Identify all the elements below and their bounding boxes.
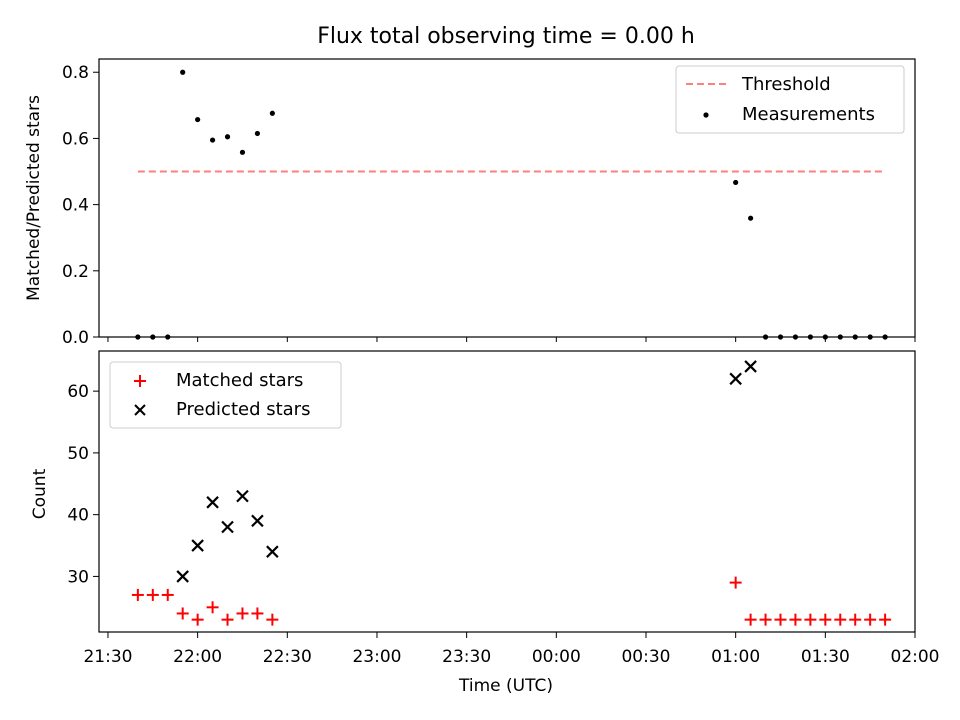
- x-tick-label: 22:00: [173, 647, 222, 667]
- x-tick-label: 00:30: [621, 647, 670, 667]
- matched-star-point: [729, 576, 742, 589]
- matched-star-point: [789, 613, 802, 626]
- top-panel: Flux total observing time = 0.00 h 0.00.…: [24, 24, 916, 348]
- measurement-point: [748, 215, 754, 221]
- matched-star-point: [759, 613, 772, 626]
- measurement-point: [733, 179, 739, 186]
- chart-title: Flux total observing time = 0.00 h: [317, 24, 695, 49]
- matched-star-point: [206, 601, 219, 614]
- top-y-axis-label: Matched/Predicted stars: [24, 95, 44, 301]
- measurement-point: [269, 110, 275, 116]
- predicted-star-point: [729, 372, 742, 386]
- x-tick-label: 02:00: [891, 647, 940, 667]
- matched-star-point: [744, 613, 757, 626]
- bottom-y-tick-label: 50: [67, 444, 89, 464]
- x-axis-label: Time (UTC): [458, 676, 553, 696]
- top-y-tick-label: 0.8: [62, 63, 89, 83]
- bottom-y-tick-label: 40: [67, 506, 89, 526]
- bottom-y-tick-label: 30: [67, 567, 89, 587]
- matched-star-point: [176, 607, 189, 620]
- top-y-tick-label: 0.4: [62, 196, 89, 216]
- top-axes-frame: [98, 58, 916, 338]
- predicted-star-point: [236, 489, 249, 503]
- bottom-plot-area: 30 40 50 60 21:30 22:00 22:30 23:00 23:30 00:00 00…: [67, 360, 940, 667]
- matched-star-point: [819, 613, 832, 626]
- measurement-point: [180, 69, 186, 75]
- measurement-point: [254, 130, 261, 137]
- bottom-legend: Matched stars Predicted stars: [109, 361, 342, 429]
- matched-star-point: [236, 607, 249, 620]
- top-legend: Threshold Measurements: [675, 65, 905, 134]
- measurements-legend-label: Measurements: [742, 104, 875, 125]
- matched-star-point: [191, 613, 204, 626]
- top-plot-area: 0.0 0.2 0.4 0.6 0.8: [62, 63, 916, 348]
- matched-star-point: [879, 613, 892, 626]
- x-tick-label: 01:00: [711, 647, 760, 667]
- bottom-axes-frame: [98, 350, 916, 633]
- x-tick-label: 23:30: [442, 647, 491, 667]
- matched-star-point: [131, 588, 144, 601]
- matched-star-point: [774, 613, 787, 626]
- predicted-legend-swatch: [134, 404, 146, 416]
- x-tick-label: 00:00: [532, 647, 581, 667]
- predicted-star-point: [251, 514, 264, 528]
- measurement-point: [209, 137, 216, 143]
- x-tick-label: 22:30: [263, 647, 312, 667]
- measurement-point: [239, 149, 246, 155]
- x-tick-label: 21:30: [83, 647, 132, 667]
- matched-star-point: [266, 613, 279, 626]
- predicted-legend-label: Predicted stars: [176, 399, 310, 420]
- bottom-legend-box: [109, 361, 342, 429]
- x-tick-label: 01:30: [801, 647, 850, 667]
- x-tick-label: 23:00: [352, 647, 401, 667]
- measurement-point: [224, 134, 231, 140]
- matched-star-point: [221, 613, 234, 626]
- matched-star-point: [834, 613, 847, 626]
- top-y-tick-label: 0.0: [62, 328, 89, 348]
- measurements-legend-swatch: [703, 112, 709, 118]
- top-y-tick-label: 0.6: [62, 129, 89, 149]
- bottom-y-axis-label: Count: [30, 468, 50, 519]
- matched-star-point: [251, 607, 264, 620]
- predicted-star-point: [266, 545, 279, 558]
- matched-legend-swatch: [134, 375, 146, 387]
- predicted-star-point: [191, 539, 204, 552]
- top-y-tick-label: 0.2: [62, 262, 89, 282]
- predicted-star-point: [206, 496, 219, 509]
- matched-star-point: [161, 588, 174, 601]
- threshold-legend-label: Threshold: [741, 74, 831, 95]
- matched-legend-label: Matched stars: [176, 370, 303, 391]
- predicted-star-point: [744, 360, 757, 373]
- bottom-y-tick-label: 60: [67, 382, 89, 402]
- measurement-point: [195, 116, 201, 123]
- predicted-star-point: [221, 520, 234, 534]
- matched-star-point: [849, 613, 862, 626]
- matched-star-point: [146, 588, 159, 601]
- bottom-panel: 30 40 50 60 21:30 22:00 22:30 23:00 23:30 00:00 00…: [30, 350, 940, 696]
- top-legend-box: [675, 65, 905, 134]
- matched-star-point: [804, 613, 817, 626]
- predicted-star-point: [176, 570, 189, 583]
- matched-star-point: [864, 613, 877, 626]
